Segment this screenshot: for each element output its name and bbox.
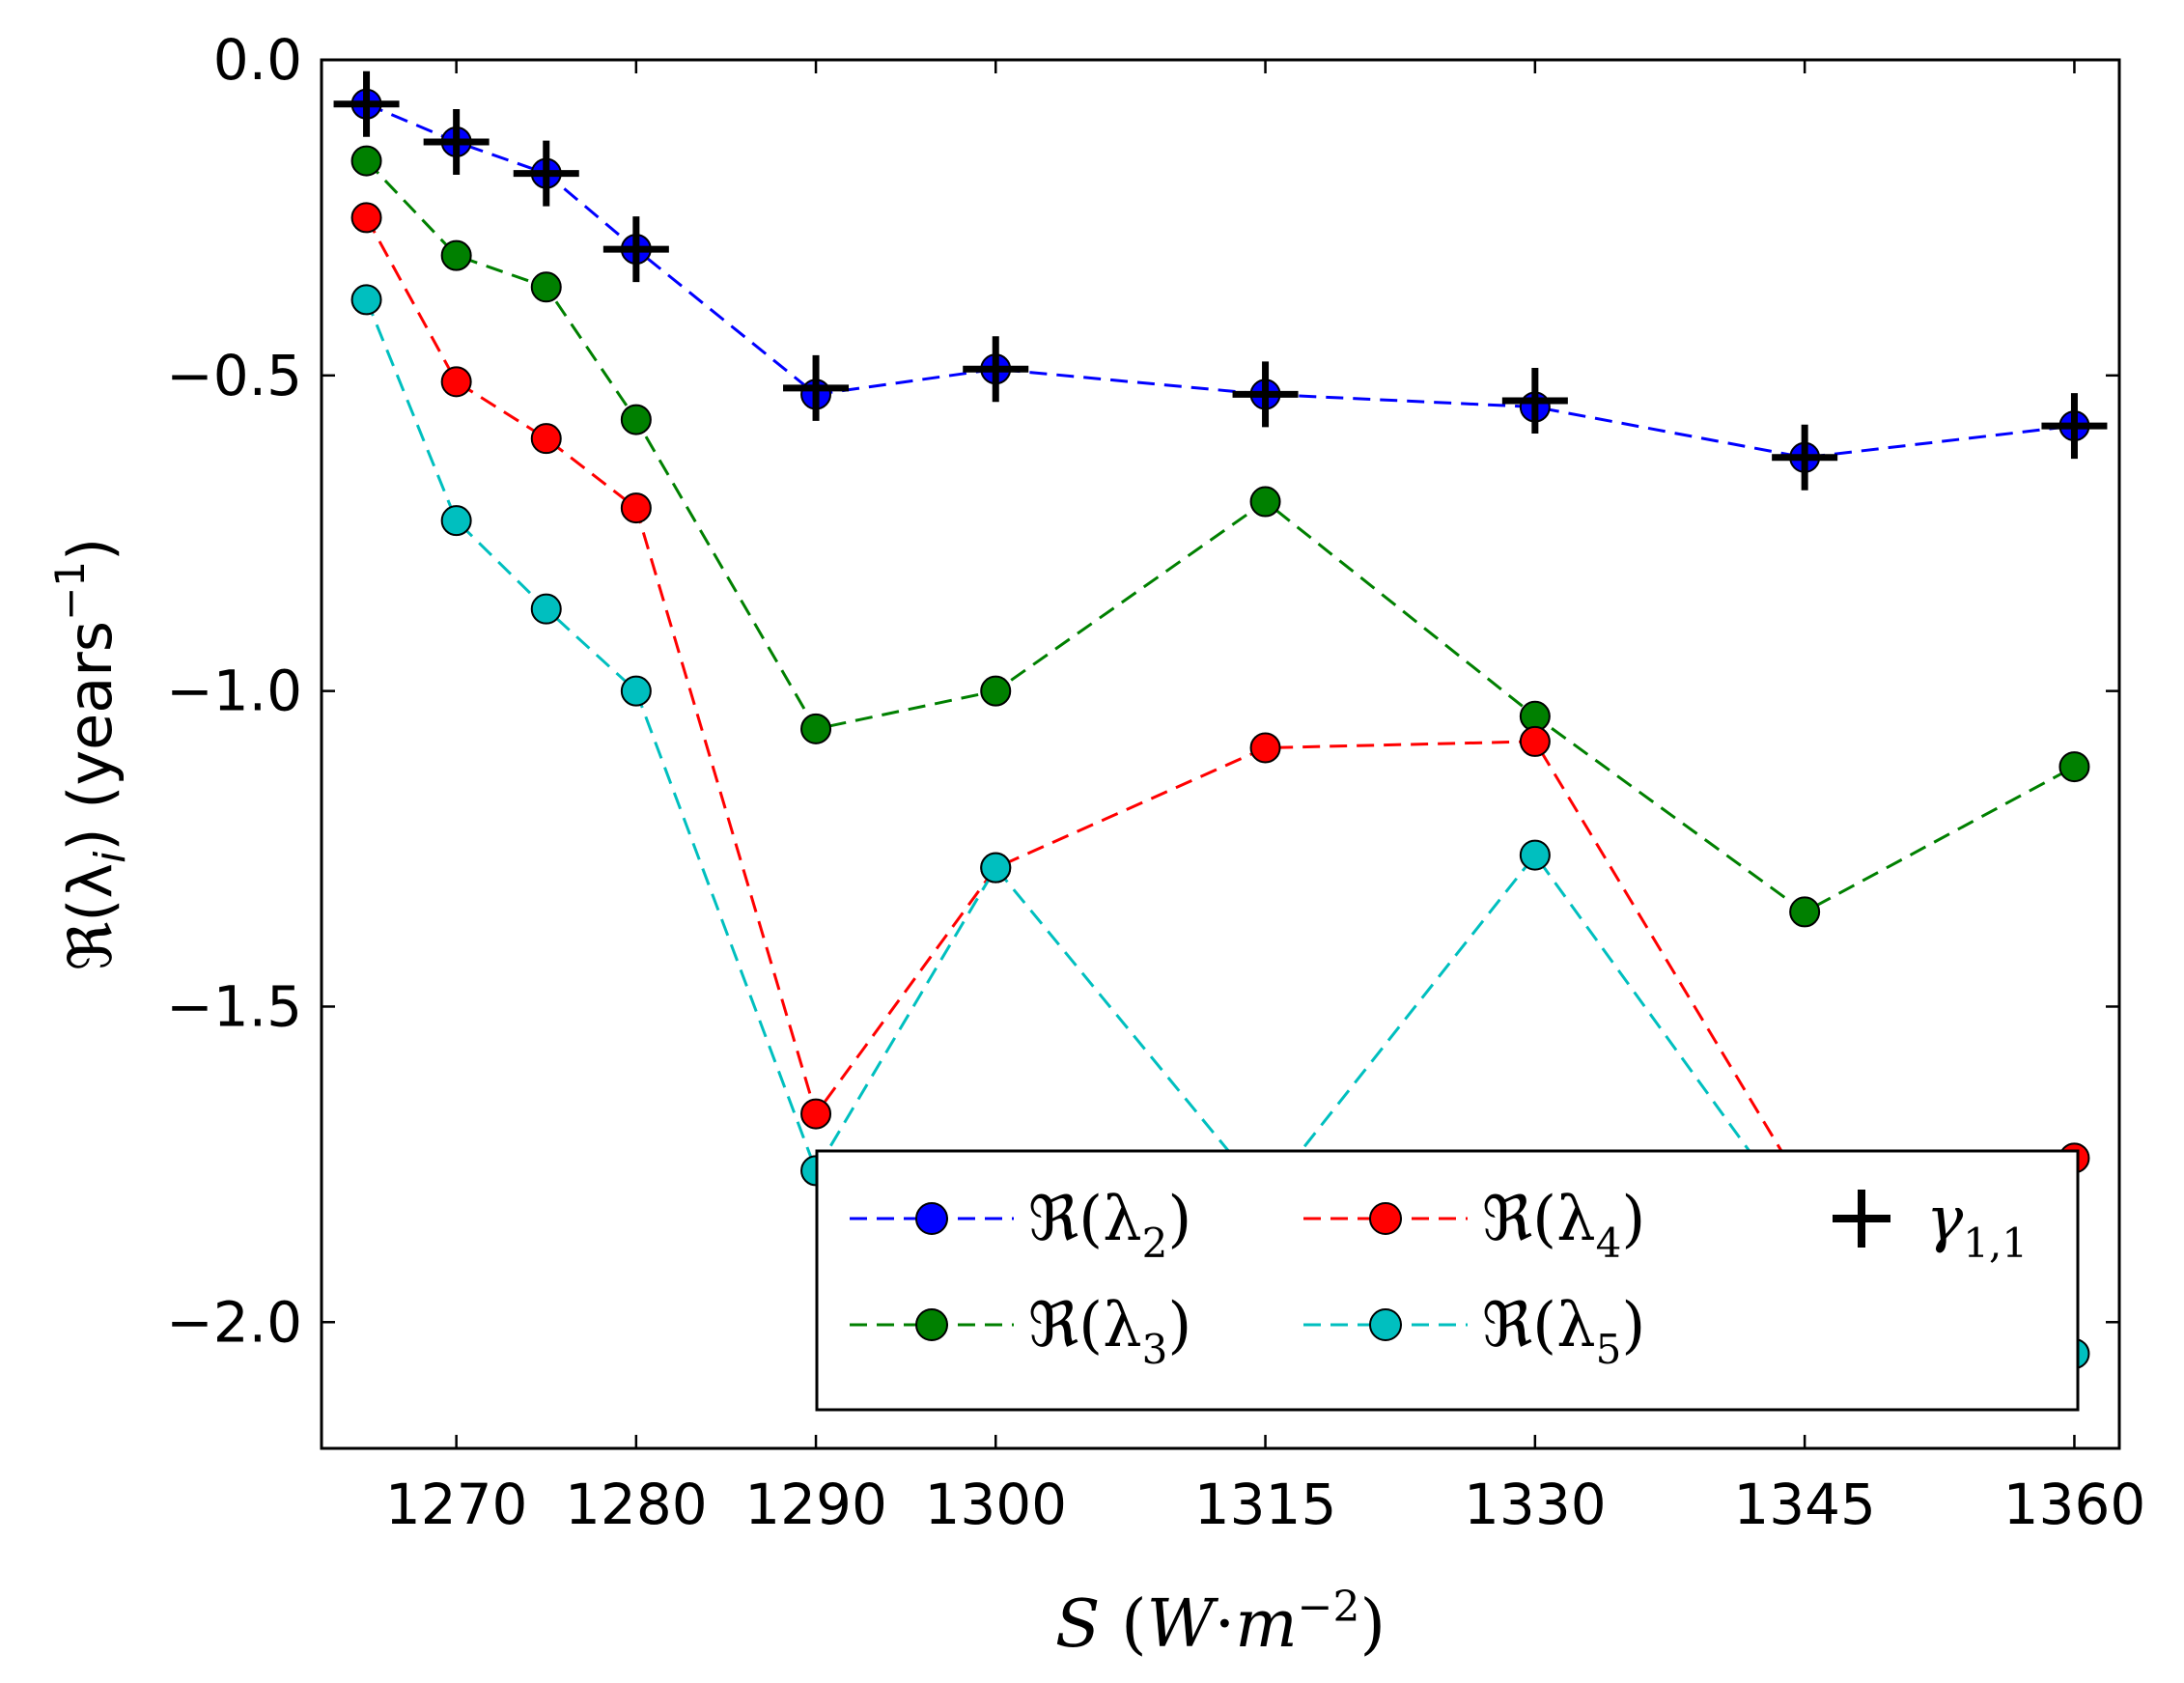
data-point xyxy=(2058,751,2090,783)
data-point xyxy=(530,423,562,455)
gamma-marker xyxy=(513,140,579,207)
data-point xyxy=(440,239,472,271)
legend-entry: γ1,1 xyxy=(1833,1184,2028,1267)
y-axis-label: ℜ(λi) (years−1) xyxy=(46,538,135,970)
gamma-marker xyxy=(1232,361,1299,428)
gamma-marker xyxy=(2041,393,2108,460)
plot-frame xyxy=(320,58,2121,1450)
data-point xyxy=(1519,839,1551,871)
y-tick-label: −1.5 xyxy=(166,973,302,1039)
data-point xyxy=(440,366,472,398)
series-line xyxy=(365,159,2076,914)
series-4 xyxy=(350,202,2090,1206)
legend-label: ℜ(λ2) xyxy=(1028,1184,1191,1267)
y-tick-label: 0.0 xyxy=(213,27,302,93)
series-3 xyxy=(350,145,2090,928)
y-tick-label: −2.0 xyxy=(166,1289,302,1355)
gamma-marker xyxy=(963,336,1029,403)
x-tick-label: 1290 xyxy=(744,1472,887,1537)
gamma-marker xyxy=(1501,367,1568,434)
data-point xyxy=(1249,732,1281,764)
x-tick-label: 1360 xyxy=(2003,1472,2146,1537)
legend-box xyxy=(815,1149,2080,1412)
data-point xyxy=(350,202,382,234)
legend-label: ℜ(λ5) xyxy=(1482,1290,1645,1373)
data-point xyxy=(530,271,562,303)
data-point xyxy=(620,492,652,524)
data-point xyxy=(620,404,652,435)
data-point xyxy=(1789,896,1821,928)
series-line xyxy=(366,102,2075,460)
legend: ℜ(λ2) ℜ(λ3) ℜ(λ4) ℜ(λ5) γ1,1 xyxy=(815,1149,2080,1412)
x-tick-label: 1270 xyxy=(385,1472,528,1537)
svg-text:S (W·m−2): S (W·m−2) xyxy=(1055,1583,1386,1663)
y-tick-label: −1.0 xyxy=(166,659,302,724)
data-point xyxy=(350,145,382,177)
legend-label: ℜ(λ3) xyxy=(1028,1290,1191,1373)
series-line xyxy=(365,216,2075,1192)
series-1-1 xyxy=(333,70,2108,491)
data-point xyxy=(800,713,832,744)
x-axis-label: S (W·m−2) xyxy=(1055,1583,1386,1663)
svg-text:ℜ(λi) (years−1): ℜ(λi) (years−1) xyxy=(46,538,135,970)
legend-entry: ℜ(λ4) xyxy=(1303,1184,1645,1267)
data-point xyxy=(1249,486,1281,518)
x-tick-label: 1330 xyxy=(1464,1472,1607,1537)
data-point xyxy=(800,1098,832,1130)
data-point xyxy=(620,675,652,707)
x-tick-label: 1280 xyxy=(565,1472,708,1537)
data-point xyxy=(350,284,382,316)
plot-area: 1270 1280 1290 1300 1315 1330 1345 1360 0.0 −0.5 −… xyxy=(166,27,2145,1537)
data-point xyxy=(980,675,1012,707)
gamma-marker xyxy=(1772,424,1838,491)
legend-entry: ℜ(λ3) xyxy=(850,1290,1191,1373)
y-tick-label: −0.5 xyxy=(166,343,302,408)
data-point xyxy=(980,852,1012,884)
series-line xyxy=(365,298,2076,1356)
legend-label: γ1,1 xyxy=(1926,1184,2028,1267)
data-point xyxy=(1519,725,1551,757)
legend-entry: ℜ(λ5) xyxy=(1303,1290,1645,1373)
series-2 xyxy=(350,88,2090,473)
gamma-marker xyxy=(602,216,669,283)
gamma-marker xyxy=(423,108,490,175)
x-tick-label: 1345 xyxy=(1733,1472,1876,1537)
x-tick-label: 1315 xyxy=(1194,1472,1337,1537)
x-tick-label: 1300 xyxy=(924,1472,1067,1537)
data-point xyxy=(440,505,472,537)
legend-label: ℜ(λ4) xyxy=(1482,1184,1645,1267)
legend-entry: ℜ(λ2) xyxy=(850,1184,1191,1267)
gamma-marker xyxy=(783,354,850,421)
data-point xyxy=(530,593,562,625)
gamma-marker xyxy=(333,70,400,137)
